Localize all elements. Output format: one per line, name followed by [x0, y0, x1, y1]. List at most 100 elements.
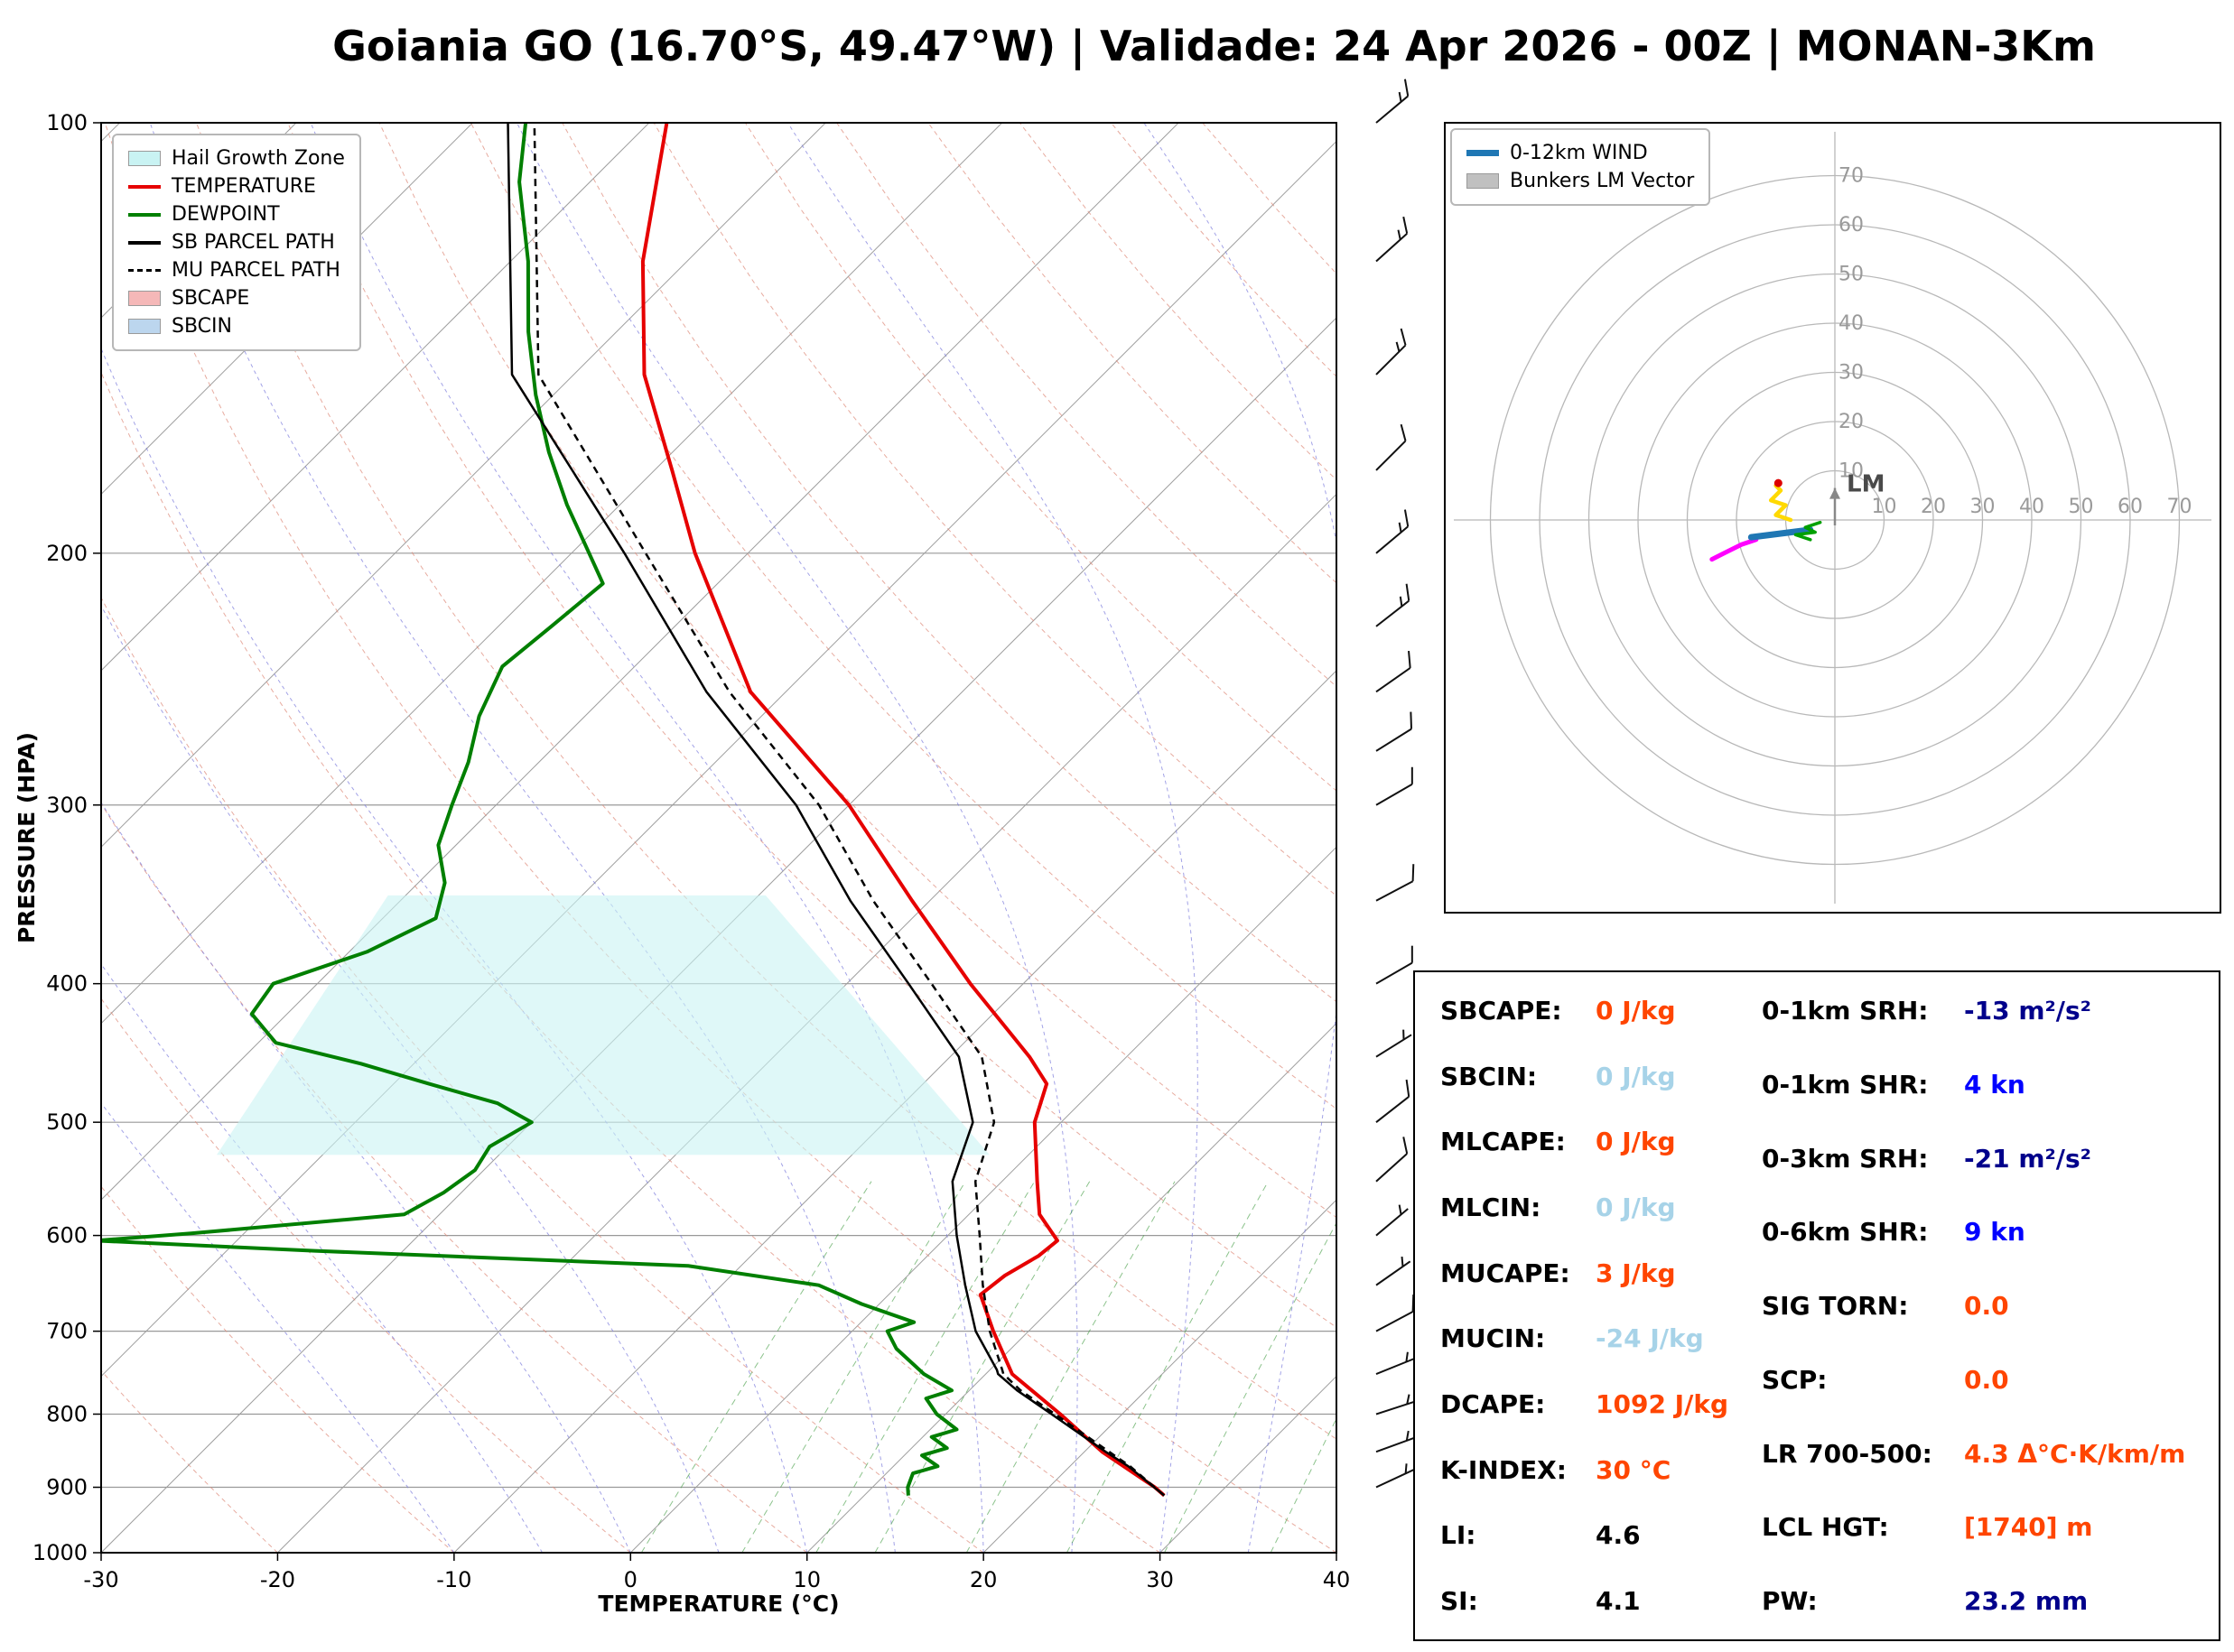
legend-item-sbcin: SBCIN — [128, 312, 345, 340]
ring-label-up: 20 — [1838, 411, 1864, 433]
index-row-sbcin: SBCIN: 0 J/kg — [1440, 1061, 1676, 1091]
temperature-tick-label: 0 — [624, 1567, 638, 1592]
hodograph-rings — [1454, 132, 2211, 904]
ring-label-right: 20 — [1921, 496, 1946, 518]
index-row-li: LI: 4.6 — [1440, 1520, 1641, 1551]
mu-parcel-dash-swatch — [128, 269, 161, 272]
ring-label-right: 70 — [2167, 496, 2192, 518]
wind-barb — [1375, 1137, 1409, 1183]
wind-barb — [1375, 1351, 1416, 1376]
skewt-legend: Hail Growth Zone TEMPERATURE DEWPOINT SB… — [112, 134, 361, 351]
index-row-mucape: MUCAPE: 3 J/kg — [1440, 1258, 1676, 1288]
pressure-tick-label: 700 — [46, 1319, 88, 1344]
pressure-tick-label: 900 — [46, 1475, 88, 1500]
index-row-scp: SCP: 0.0 — [1762, 1364, 2009, 1395]
hodograph-ring-labels: 10 10 20 20 30 30 40 40 50 50 60 60 70 70 — [1838, 165, 2192, 519]
pressure-axis-label: PRESSURE (HPA) — [14, 731, 40, 944]
pressure-tick-label: 500 — [46, 1109, 88, 1135]
temperature-tick-label: -30 — [83, 1567, 118, 1592]
wind-barb — [1375, 216, 1409, 263]
index-row-lr-700-500: LR 700-500: 4.3 Δ°C·K/km/m — [1762, 1438, 2186, 1469]
hodograph-trace-0-12km-wind — [1747, 526, 1814, 541]
hodograph-trace-9-12km — [1709, 537, 1759, 562]
index-row-dcape: DCAPE: 1092 J/kg — [1440, 1388, 1728, 1419]
legend-label: Bunkers LM Vector — [1510, 169, 1695, 192]
indices-panel: SBCAPE: 0 J/kg SBCIN: 0 J/kg MLCAPE: 0 J/kg… — [1413, 970, 2220, 1641]
legend-label: Hail Growth Zone — [172, 146, 345, 170]
wind-barb-column — [1375, 79, 1417, 1489]
legend-label: MU PARCEL PATH — [172, 258, 340, 282]
skewt-frame — [100, 122, 1337, 1554]
skewt-plot-area — [101, 123, 1336, 1553]
legend-item-sbcape: SBCAPE — [128, 284, 345, 312]
hail-zone-swatch — [128, 151, 161, 166]
index-row-k-index: K-INDEX: 30 °C — [1440, 1454, 1671, 1485]
index-row-si: SI: 4.1 — [1440, 1585, 1641, 1616]
hodograph-trace-3-6km — [1793, 520, 1822, 542]
legend-item-hail-growth-zone: Hail Growth Zone — [128, 144, 345, 172]
hodograph-frame — [1444, 122, 2221, 914]
index-row-sig-torn: SIG TORN: 0.0 — [1762, 1291, 2009, 1321]
lm-label: LM — [1847, 471, 1885, 498]
temperature-tick-label: -10 — [436, 1567, 471, 1592]
dewpoint-curve — [101, 123, 959, 1496]
pressure-tick-label: 400 — [46, 971, 88, 997]
pressure-tick-label: 300 — [46, 793, 88, 818]
wind-barb — [1375, 1295, 1415, 1332]
index-row-0-6km-shr: 0-6km SHR: 9 kn — [1762, 1217, 2025, 1248]
wind-barb — [1375, 79, 1410, 124]
wind-barb — [1375, 423, 1407, 471]
sb-parcel-path-curve — [507, 123, 1166, 1497]
wind-barb — [1375, 711, 1413, 752]
dewpoint-line-swatch — [128, 212, 161, 217]
legend-label: SB PARCEL PATH — [172, 230, 335, 254]
mu-parcel-path-curve — [533, 123, 1166, 1497]
wind-barb — [1375, 1430, 1416, 1453]
temperature-tick-label: 40 — [1323, 1567, 1351, 1592]
wind-barb — [1375, 583, 1410, 627]
legend-item-temperature: TEMPERATURE — [128, 172, 345, 200]
wind-barb — [1375, 509, 1410, 554]
index-row-0-1km-srh: 0-1km SRH: -13 m²/s² — [1762, 996, 2091, 1026]
temperature-line-swatch — [128, 184, 161, 189]
temperature-axis-label: TEMPERATURE (°C) — [598, 1591, 840, 1617]
indices-right-column: 0-1km SRH: -13 m²/s² 0-1km SHR: 4 kn 0-3km… — [1762, 996, 2206, 1616]
wind-barb — [1375, 864, 1415, 902]
wind-barb — [1375, 1463, 1415, 1489]
wind-barb — [1375, 766, 1413, 806]
wind-barb — [1375, 328, 1407, 376]
mixing-ratio-lines — [640, 1181, 1336, 1553]
temperature-curve — [640, 123, 1166, 1498]
legend-item-dewpoint: DEWPOINT — [128, 200, 345, 228]
index-row-mlcape: MLCAPE: 0 J/kg — [1440, 1127, 1676, 1157]
ring-label-up: 70 — [1838, 165, 1864, 188]
lm-vector-arrowhead — [1829, 487, 1840, 499]
wind-barb — [1375, 650, 1411, 693]
index-row-0-3km-srh: 0-3km SRH: -21 m²/s² — [1762, 1143, 2091, 1174]
page-title: Goiania GO (16.70°S, 49.47°W) | Validade… — [332, 22, 2096, 70]
bunkers-lm-swatch — [1466, 173, 1499, 189]
pressure-tick-label: 100 — [46, 110, 88, 135]
wind-barb — [1375, 1204, 1409, 1237]
indices-left-column: SBCAPE: 0 J/kg SBCIN: 0 J/kg MLCAPE: 0 J/kg… — [1440, 996, 1758, 1616]
wind-barb — [1375, 1079, 1410, 1123]
wind-line-swatch — [1466, 150, 1499, 156]
pressure-tick-label: 600 — [46, 1223, 88, 1248]
ring-label-right: 30 — [1970, 496, 1996, 518]
index-row-mucin: MUCIN: -24 J/kg — [1440, 1323, 1704, 1354]
moist-adiabats — [101, 123, 1336, 1553]
index-row-mlcin: MLCIN: 0 J/kg — [1440, 1192, 1676, 1222]
sb-parcel-line-swatch — [128, 240, 161, 245]
isotherm-gridlines — [101, 123, 1336, 1553]
legend-item-sb-parcel: SB PARCEL PATH — [128, 228, 345, 256]
legend-label: SBCIN — [172, 314, 232, 338]
ring-label-up: 10 — [1838, 460, 1864, 483]
temperature-tick-label: -20 — [260, 1567, 295, 1592]
index-row-sbcape: SBCAPE: 0 J/kg — [1440, 996, 1676, 1026]
ring-label-right: 40 — [2019, 496, 2044, 518]
index-row-lcl-hgt: LCL HGT: [1740] m — [1762, 1512, 2093, 1543]
ring-label-up: 30 — [1838, 362, 1864, 385]
legend-item-0-12km-wind: 0-12km WIND — [1466, 139, 1694, 167]
ring-label-right: 50 — [2069, 496, 2094, 518]
